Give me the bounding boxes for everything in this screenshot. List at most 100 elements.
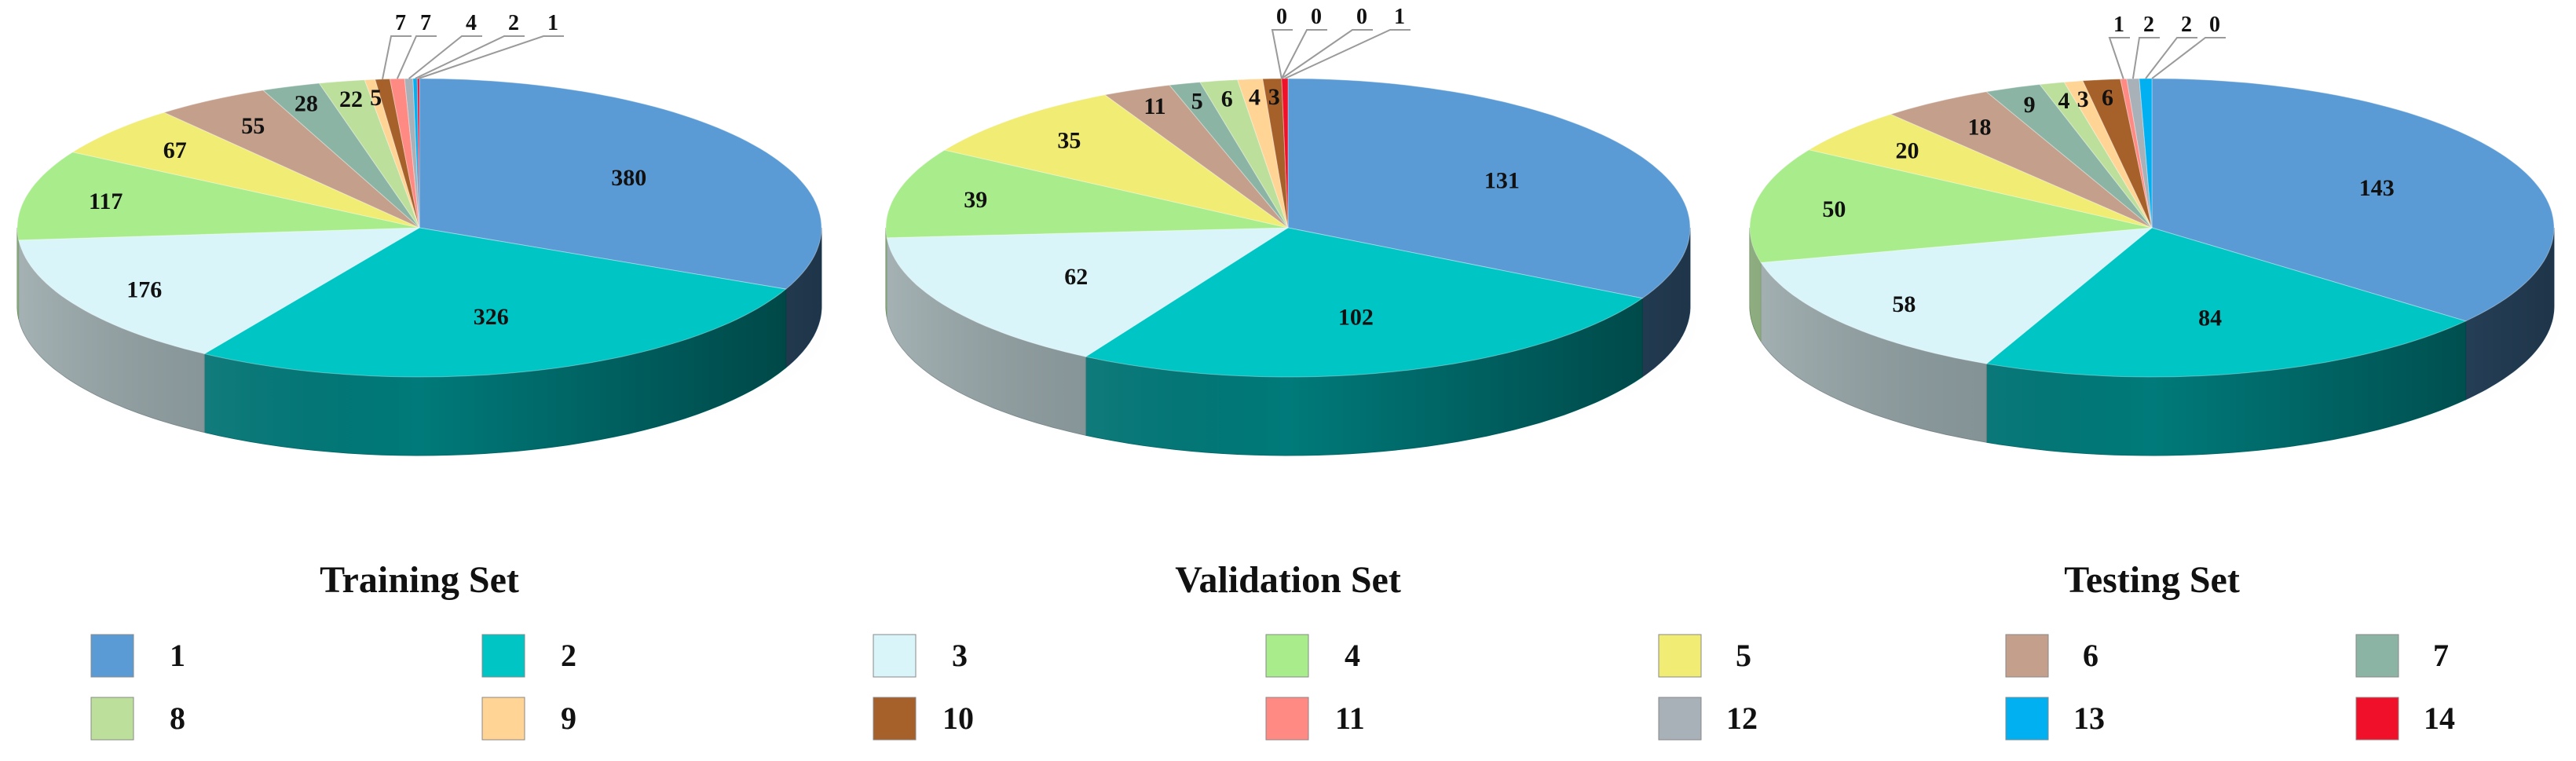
pie-data-label-2: 84	[2198, 305, 2222, 331]
pie-slice-5	[71, 112, 420, 229]
pie-data-label-11: 0	[1276, 5, 1287, 29]
legend: 1 2 3 4 5 6 7 8 9 10 11 12 13	[90, 634, 2455, 741]
pie-data-label-1: 380	[611, 165, 646, 191]
pie-slice-2	[1985, 227, 2468, 378]
pie-title-testing: Testing Set	[2064, 559, 2240, 601]
pie-data-label-3: 58	[1892, 291, 1916, 317]
pie-side-walls	[1749, 227, 2555, 456]
pie-slice-2	[203, 227, 787, 378]
pie-slice-6	[1103, 84, 1289, 229]
pie-data-label-13: 0	[1356, 5, 1367, 29]
leader-line-12	[1281, 29, 1327, 79]
pie-slice-5	[943, 94, 1289, 229]
legend-swatch-10	[873, 697, 917, 741]
pie-title-training: Training Set	[320, 559, 519, 601]
pie-data-label-1: 131	[1484, 168, 1520, 194]
legend-swatch-1	[90, 634, 134, 678]
pie-data-label-7: 9	[2024, 92, 2036, 118]
leader-line-12	[408, 35, 482, 79]
leader-line-11	[2108, 37, 2130, 79]
pie-data-label-14: 1	[1394, 5, 1405, 29]
legend-swatch-11	[1265, 697, 1309, 741]
pie-title-validation: Validation Set	[1175, 559, 1401, 601]
pie-slice-1	[1287, 78, 1691, 299]
legend-swatch-2	[481, 634, 525, 678]
pie-data-label-13: 2	[2181, 13, 2192, 37]
pie-slice-4	[1749, 149, 2153, 263]
pie-slice-4	[885, 149, 1289, 239]
legend-label-3: 3	[952, 638, 968, 673]
pie-slice-4	[16, 152, 420, 241]
pie-data-label-14: 1	[547, 11, 558, 35]
legend-swatch-4	[1265, 634, 1309, 678]
legend-swatch-3	[873, 634, 917, 678]
pie-data-label-1: 143	[2359, 175, 2395, 201]
legend-label-2: 2	[561, 638, 576, 673]
pie-data-label-13: 2	[508, 11, 519, 35]
legend-label-11: 11	[1335, 701, 1365, 736]
leader-line-13	[1281, 29, 1373, 79]
legend-label-4: 4	[1345, 638, 1360, 673]
pie-data-label-6: 18	[1968, 115, 1992, 141]
pie-data-label-3: 176	[126, 277, 162, 303]
pie-data-label-12: 0	[1311, 5, 1322, 29]
pie-data-label-5: 67	[163, 137, 187, 163]
pie-data-label-4: 50	[1822, 196, 1846, 222]
leader-line-14	[418, 35, 564, 79]
legend-label-1: 1	[170, 638, 185, 673]
legend-swatch-5	[1658, 634, 1702, 678]
pie-rim-shading	[17, 228, 821, 456]
leader-line-14	[1284, 29, 1411, 79]
pie-slice-1	[2151, 78, 2555, 322]
pie-data-label-4: 39	[964, 187, 987, 213]
legend-label-9: 9	[561, 701, 576, 736]
leader-line-14	[2151, 37, 2226, 79]
pie-data-label-11: 7	[420, 11, 431, 35]
legend-label-8: 8	[170, 701, 185, 736]
pie-side-walls	[16, 228, 822, 456]
pie-data-label-12: 2	[2143, 13, 2154, 37]
legend-label-12: 12	[1726, 701, 1758, 736]
legend-label-14: 14	[2424, 701, 2455, 736]
leader-line-13	[415, 35, 525, 79]
legend-label-7: 7	[2433, 638, 2449, 673]
pie-data-label-5: 35	[1057, 128, 1081, 154]
pie-data-labels: 380 326 176 117 67 55 28 22 5 7 7 4 2 1	[89, 11, 646, 330]
pie-data-label-8: 6	[1221, 86, 1233, 112]
pie-side-walls	[885, 228, 1691, 456]
pie-rim-shading	[1750, 228, 2554, 456]
pie-data-label-8: 22	[339, 86, 363, 112]
legend-label-10: 10	[942, 701, 974, 736]
pie-data-label-7: 5	[1191, 88, 1203, 114]
pie-slice-3	[1760, 227, 2153, 364]
pie-slice-2	[1084, 227, 1644, 378]
pie-data-label-2: 326	[474, 304, 509, 330]
pie-data-label-6: 11	[1143, 93, 1165, 119]
pie-data-label-3: 62	[1064, 264, 1088, 290]
pie-slice-7	[262, 82, 420, 229]
legend-swatch-8	[90, 697, 134, 741]
legend-swatch-13	[2005, 697, 2049, 741]
pie-data-label-9: 4	[1249, 85, 1261, 111]
leader-line-11	[396, 35, 437, 79]
legend-swatch-9	[481, 697, 525, 741]
legend-label-13: 13	[2073, 701, 2105, 736]
pie-data-label-9: 5	[370, 85, 382, 111]
pie-slice-7	[1985, 83, 2153, 229]
legend-label-6: 6	[2083, 638, 2098, 673]
pie-data-label-7: 28	[295, 91, 318, 117]
leader-line-10	[382, 35, 412, 79]
legend-swatch-14	[2355, 697, 2399, 741]
pie-slice-3	[18, 227, 420, 355]
pie-data-label-12: 4	[466, 11, 477, 35]
pie-slice-6	[1890, 91, 2153, 229]
pie-slice-3	[886, 227, 1290, 357]
pie-top-slices	[1749, 78, 2555, 378]
pie-data-label-5: 20	[1896, 137, 1919, 163]
pie-chart-1: 380 326 176 117 67 55 28 22 5 7 7 4 2 1	[13, 11, 835, 456]
pie-data-label-10: 6	[2102, 85, 2113, 111]
